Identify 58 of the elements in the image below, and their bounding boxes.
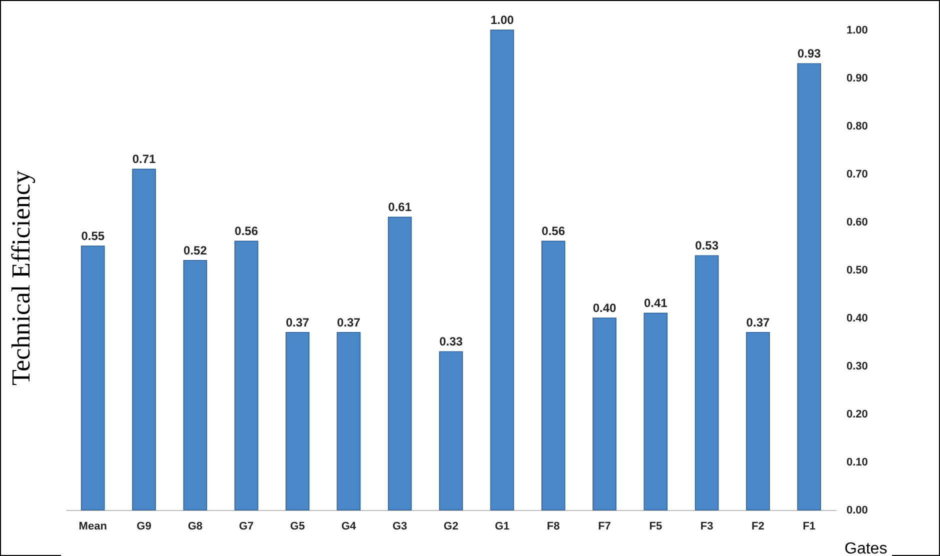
bar [80,246,105,510]
data-label: 0.55 [81,229,105,243]
y-tick-label: 0.80 [846,120,868,132]
x-tick-label: F3 [700,520,714,532]
bar [183,260,208,510]
y-tick-label: 0.70 [846,168,868,180]
bar [286,332,310,510]
bar [592,318,616,510]
y-tick-label: 0.40 [846,312,868,324]
bar [439,351,463,510]
data-label: 0.56 [234,224,258,238]
data-label: 0.37 [746,315,770,330]
y-tick-label: 0.20 [846,408,868,420]
bar [644,312,668,510]
data-label: 0.40 [592,301,616,315]
bar [694,255,719,510]
data-label: 0.41 [644,296,668,310]
bar [797,63,822,510]
x-tick-label: F1 [802,520,816,532]
y-tick-label: 0.90 [846,72,868,84]
bar [541,240,566,510]
x-tick-label: G8 [188,520,203,532]
y-tick-label: 0.50 [846,264,868,276]
data-label: 0.56 [542,224,566,238]
y-tick-label: 0.30 [846,360,868,372]
data-label: 0.71 [132,152,156,166]
bar [746,332,770,510]
x-tick-label: G7 [239,520,254,532]
x-tick-label: G5 [290,520,305,532]
bar [388,216,412,510]
x-tick-label: G2 [444,520,458,532]
x-tick-label: G9 [136,520,152,532]
data-label: 0.53 [695,238,719,253]
y-axis-title: Technical Efficiency [6,170,36,386]
x-tick-label: G1 [494,520,510,532]
x-tick-label: F5 [649,520,662,532]
data-label: 0.37 [286,315,310,330]
x-tick-label: G4 [341,520,357,532]
y-tick-label: 0.10 [846,456,868,468]
bar [234,240,258,510]
y-tick-label: 0.60 [846,216,868,228]
data-label: 0.37 [336,315,361,330]
y-tick-label: 0.00 [846,504,868,516]
x-tick-label: G3 [392,520,408,532]
x-tick-label: F2 [752,520,764,532]
data-label: 0.61 [388,200,412,214]
x-tick-label: F7 [598,520,611,532]
x-tick-label: Mean [78,520,108,532]
data-label: 0.33 [439,334,463,349]
bar [490,30,514,510]
data-label: 0.52 [184,243,208,258]
y-tick-label: 1.00 [846,24,868,36]
bar [336,332,361,510]
bar [132,168,156,510]
x-axis-title: Gates [844,540,888,556]
x-tick-label: F8 [546,520,560,532]
data-label: 1.00 [490,13,514,27]
data-label: 0.93 [797,46,822,61]
